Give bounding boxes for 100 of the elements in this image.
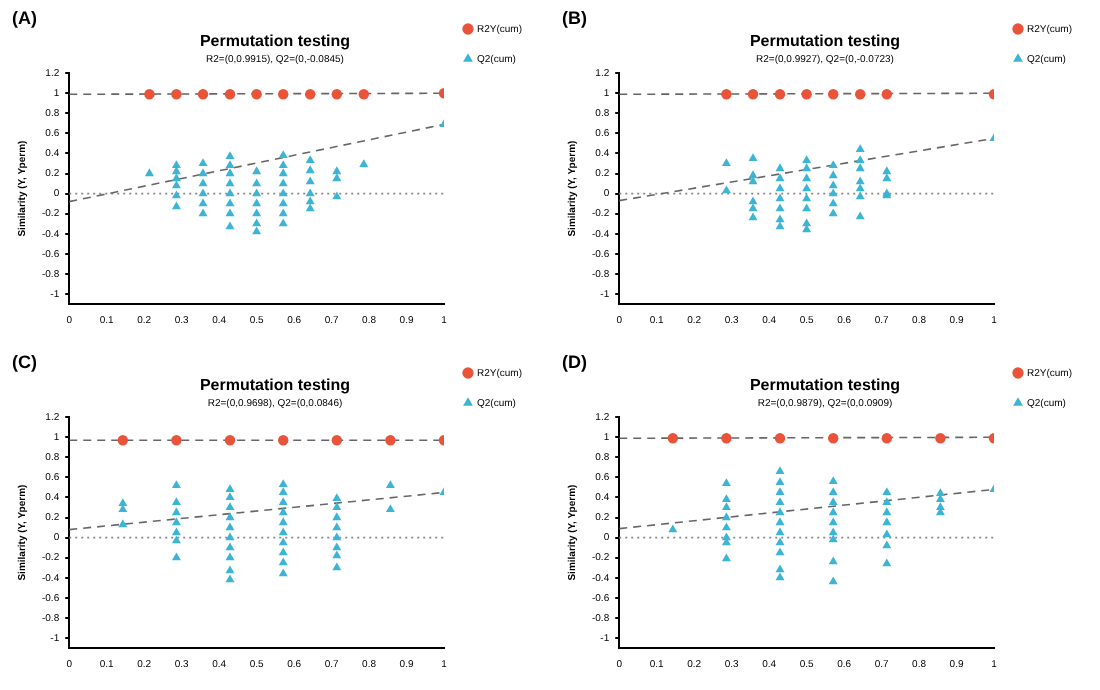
point xyxy=(828,198,838,207)
point xyxy=(721,185,731,194)
point xyxy=(332,550,342,559)
point xyxy=(278,517,288,526)
point xyxy=(332,542,342,551)
point xyxy=(775,203,785,212)
point xyxy=(748,153,758,162)
point xyxy=(278,507,288,516)
point xyxy=(225,522,235,531)
point xyxy=(225,492,235,501)
point xyxy=(828,487,838,496)
point xyxy=(774,89,786,100)
point xyxy=(225,565,235,574)
point xyxy=(882,497,892,506)
point xyxy=(278,557,288,566)
point xyxy=(855,163,865,172)
point xyxy=(721,433,732,444)
chart-title: Permutation testing xyxy=(749,32,901,51)
point xyxy=(775,163,785,172)
point xyxy=(252,208,262,217)
point xyxy=(278,435,289,446)
point xyxy=(775,221,785,230)
point xyxy=(721,158,731,167)
point xyxy=(774,433,786,444)
point xyxy=(278,527,288,536)
point xyxy=(225,502,235,511)
point xyxy=(882,507,892,516)
point xyxy=(332,562,342,571)
point xyxy=(882,166,892,175)
point xyxy=(935,433,946,444)
point xyxy=(278,218,288,227)
point xyxy=(225,168,235,177)
point xyxy=(225,552,235,561)
point xyxy=(855,191,865,200)
point xyxy=(171,180,181,189)
point xyxy=(224,435,236,446)
point xyxy=(775,507,785,516)
point xyxy=(171,507,181,516)
point xyxy=(171,89,182,100)
point xyxy=(775,517,785,526)
point xyxy=(278,547,288,556)
point xyxy=(225,542,235,551)
point xyxy=(882,529,892,538)
point xyxy=(278,178,288,187)
point xyxy=(198,198,208,207)
point xyxy=(198,178,208,187)
point xyxy=(332,532,342,541)
point xyxy=(748,196,758,205)
point xyxy=(775,572,785,581)
point xyxy=(278,479,288,488)
point xyxy=(197,89,209,100)
point xyxy=(802,163,812,172)
point xyxy=(118,498,128,507)
point xyxy=(171,552,181,561)
point xyxy=(855,155,865,164)
chart-title: Permutation testing xyxy=(199,376,351,395)
point xyxy=(305,188,315,197)
point xyxy=(278,188,288,197)
point xyxy=(748,170,758,179)
point xyxy=(359,159,369,168)
point xyxy=(747,89,759,100)
point xyxy=(171,190,181,199)
point xyxy=(855,144,865,153)
text: (B) xyxy=(562,8,587,28)
point xyxy=(775,214,785,223)
point xyxy=(305,165,315,174)
point xyxy=(305,89,316,100)
point xyxy=(721,478,731,487)
point xyxy=(828,476,838,485)
point xyxy=(252,188,262,197)
point xyxy=(775,527,785,536)
point xyxy=(775,193,785,202)
point xyxy=(828,556,838,565)
point xyxy=(251,89,262,100)
point xyxy=(252,198,262,207)
point xyxy=(721,522,731,531)
point xyxy=(358,89,369,100)
point xyxy=(828,180,838,189)
point xyxy=(252,166,262,175)
point xyxy=(332,512,342,521)
point xyxy=(802,183,812,192)
point xyxy=(828,497,838,506)
point xyxy=(882,487,892,496)
point xyxy=(668,524,678,533)
point xyxy=(332,502,342,511)
point xyxy=(171,480,181,489)
point xyxy=(198,208,208,217)
point xyxy=(721,502,731,511)
point xyxy=(278,198,288,207)
point xyxy=(828,188,838,197)
point xyxy=(828,527,838,536)
point xyxy=(225,198,235,207)
point xyxy=(855,183,865,192)
point xyxy=(331,89,343,100)
point xyxy=(775,477,785,486)
point xyxy=(332,166,342,175)
point xyxy=(305,176,315,185)
point xyxy=(801,89,812,100)
point xyxy=(828,433,839,444)
point xyxy=(225,512,235,521)
